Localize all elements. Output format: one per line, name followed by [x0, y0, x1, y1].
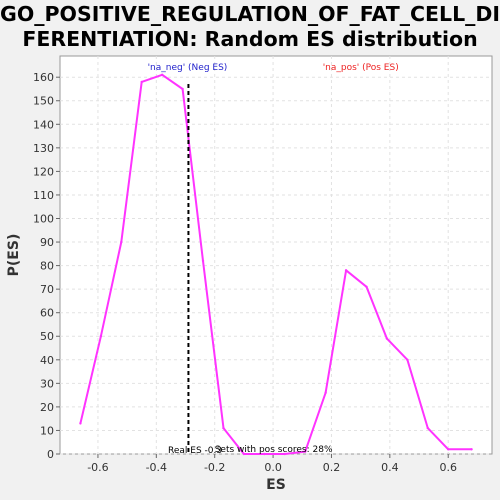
y-tick-label: 80 — [40, 260, 54, 273]
x-axis-label: ES — [266, 477, 286, 493]
y-tick-label: 50 — [40, 330, 54, 343]
y-tick-label: 110 — [33, 189, 54, 202]
chart-title-line-2: FERENTIATION: Random ES distribution — [22, 27, 478, 51]
y-tick-label: 90 — [40, 236, 54, 249]
x-tick-label: -0.6 — [87, 461, 108, 474]
data-point — [263, 452, 266, 456]
data-point — [447, 448, 450, 451]
y-tick-label: 0 — [47, 448, 54, 461]
data-point — [283, 452, 286, 456]
y-tick-label: 10 — [40, 424, 54, 437]
x-tick-label: 0.4 — [381, 461, 399, 474]
pos-scores-label: Sets with pos scores: 28% — [215, 445, 333, 455]
grid-lines — [60, 56, 492, 455]
chart-title-line-1: GO_POSITIVE_REGULATION_OF_FAT_CELL_DIF — [0, 2, 500, 26]
data-point — [201, 259, 205, 263]
series-layer — [79, 73, 473, 456]
real-es-label: Real ES -0.3 — [168, 446, 222, 456]
data-point — [365, 285, 368, 288]
y-tick-label: 150 — [33, 95, 54, 108]
data-point — [344, 269, 348, 272]
y-tick-label: 60 — [40, 307, 54, 320]
y-axis-ticks: 0 10 20 30 40 50 60 70 80 90 100 110 120 130 140 150 160 — [33, 71, 60, 461]
data-point — [79, 422, 82, 425]
y-tick-label: 120 — [33, 165, 54, 178]
data-point — [470, 448, 473, 451]
x-tick-label: -0.4 — [146, 461, 167, 474]
x-tick-label: 0.2 — [323, 461, 341, 474]
pos-es-label: 'na_pos' (Pos ES) — [323, 63, 399, 73]
y-tick-label: 40 — [40, 354, 54, 367]
y-tick-label: 20 — [40, 401, 54, 414]
data-point — [303, 450, 307, 453]
plot-area — [59, 55, 493, 455]
x-tick-label: 0.6 — [439, 461, 457, 474]
data-point — [242, 452, 246, 456]
neg-es-label: 'na_neg' (Neg ES) — [148, 63, 228, 73]
data-point — [385, 337, 389, 340]
data-point — [99, 335, 103, 338]
chart-title: GO_POSITIVE_REGULATION_OF_FAT_CELL_DIF F… — [0, 2, 500, 52]
data-point — [222, 426, 225, 430]
data-point — [426, 426, 429, 430]
y-tick-label: 130 — [33, 142, 54, 155]
y-tick-label: 100 — [33, 212, 54, 225]
x-axis-ticks: -0.6 -0.4 -0.2 0.0 0.2 0.4 0.6 — [87, 454, 457, 474]
y-tick-label: 140 — [33, 118, 54, 131]
y-tick-label: 30 — [40, 377, 54, 390]
data-point — [120, 240, 123, 244]
x-tick-label: 0.0 — [264, 461, 282, 474]
x-tick-label: -0.2 — [204, 461, 225, 474]
series-line — [79, 73, 472, 455]
data-point — [406, 358, 409, 361]
y-tick-label: 70 — [40, 283, 54, 296]
data-point — [160, 73, 164, 77]
y-tick-label: 160 — [33, 71, 54, 84]
data-point — [324, 391, 327, 394]
data-point — [181, 87, 184, 91]
data-point — [140, 80, 143, 84]
